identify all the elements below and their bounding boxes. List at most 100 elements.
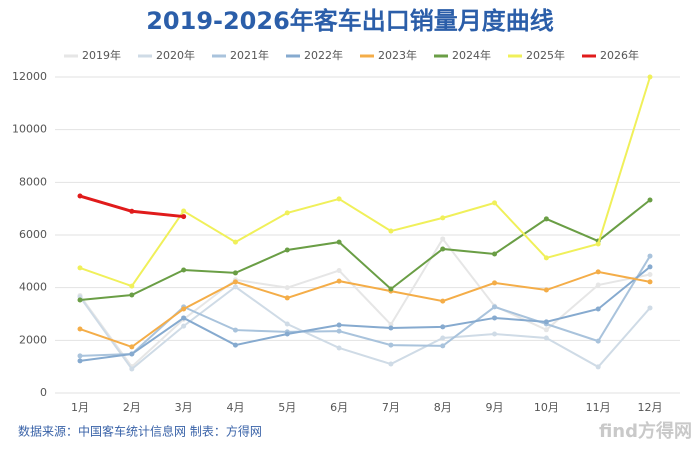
data-point (492, 315, 498, 321)
data-point (492, 280, 498, 286)
data-point (647, 197, 653, 203)
data-point (595, 338, 601, 344)
data-point (129, 283, 135, 289)
x-tick-label: 12月 (638, 401, 663, 414)
y-tick-label: 2000 (19, 333, 47, 346)
data-point (647, 253, 653, 259)
data-point (647, 279, 653, 285)
data-point (543, 319, 549, 325)
x-tick-label: 10月 (534, 401, 559, 414)
data-point (336, 239, 342, 245)
data-point (284, 285, 290, 291)
data-point (181, 306, 187, 312)
data-point (232, 270, 238, 276)
data-point (492, 251, 498, 257)
data-point (595, 306, 601, 312)
series-line (79, 285, 651, 371)
data-point (232, 239, 238, 245)
source-note: 数据来源：中国客车统计信息网 制表：方得网 (18, 424, 262, 439)
x-tick-label: 9月 (486, 401, 504, 414)
chart-title: 2019-2026年客车出口销量月度曲线 (146, 7, 554, 35)
data-point (129, 366, 135, 372)
legend-label: 2024年 (452, 48, 491, 62)
watermark: find方得网 (599, 420, 692, 442)
y-tick-label: 4000 (19, 281, 47, 294)
x-tick-label: 3月 (175, 401, 193, 414)
data-point (647, 74, 653, 80)
data-point (440, 343, 446, 349)
data-point (595, 364, 601, 370)
data-point (336, 345, 342, 351)
data-point (492, 200, 498, 206)
y-tick-label: 6000 (19, 228, 47, 241)
data-point (388, 325, 394, 331)
x-tick-label: 2月 (123, 401, 141, 414)
data-point (492, 331, 498, 337)
data-point (543, 327, 549, 333)
data-point (284, 247, 290, 253)
data-point (492, 304, 498, 310)
data-point (595, 241, 601, 247)
x-tick-label: 8月 (434, 401, 452, 414)
data-point (647, 272, 653, 277)
data-point (77, 193, 83, 199)
data-point (232, 279, 238, 285)
data-point (543, 216, 549, 222)
data-point (129, 208, 135, 214)
data-point (129, 344, 135, 350)
data-point (440, 246, 446, 252)
legend-label: 2019年 (82, 48, 121, 62)
data-point (543, 287, 549, 293)
data-point (181, 208, 187, 214)
series-line (79, 270, 651, 349)
data-point (284, 295, 290, 301)
data-point (336, 322, 342, 328)
data-point (77, 326, 83, 332)
data-point (388, 286, 394, 292)
data-point (647, 264, 653, 270)
data-point (77, 265, 83, 271)
data-point (284, 321, 290, 327)
y-tick-label: 12000 (12, 70, 47, 83)
x-tick-label: 4月 (226, 401, 244, 414)
data-point (232, 327, 238, 333)
data-point (388, 228, 394, 234)
data-point (440, 298, 446, 304)
x-tick-label: 5月 (278, 401, 296, 414)
y-tick-label: 10000 (12, 123, 47, 136)
data-point (336, 278, 342, 284)
x-tick-label: 11月 (586, 401, 611, 414)
data-point (647, 305, 653, 311)
series-line (79, 266, 651, 362)
data-point (232, 342, 238, 348)
data-point (336, 196, 342, 202)
legend-label: 2021年 (230, 48, 269, 62)
data-point (543, 255, 549, 261)
data-point (181, 315, 187, 321)
data-point (595, 269, 601, 275)
data-point (181, 323, 187, 329)
legend-label: 2020年 (156, 48, 195, 62)
data-point (388, 342, 394, 348)
legend-label: 2023年 (378, 48, 417, 62)
series-line (79, 237, 651, 369)
data-point (232, 284, 238, 290)
data-point (336, 328, 342, 334)
legend-label: 2026年 (600, 48, 639, 62)
data-point (181, 214, 187, 220)
data-point (440, 215, 446, 221)
data-point (181, 267, 187, 273)
x-tick-label: 1月 (71, 401, 89, 414)
data-point (77, 358, 83, 364)
data-point (77, 353, 83, 359)
data-point (284, 210, 290, 216)
data-point (336, 268, 342, 274)
data-point (440, 324, 446, 330)
y-tick-label: 0 (40, 386, 47, 399)
legend-label: 2025年 (526, 48, 565, 62)
data-point (388, 322, 394, 328)
data-point (543, 335, 549, 341)
series-line (79, 199, 651, 302)
data-point (129, 292, 135, 298)
